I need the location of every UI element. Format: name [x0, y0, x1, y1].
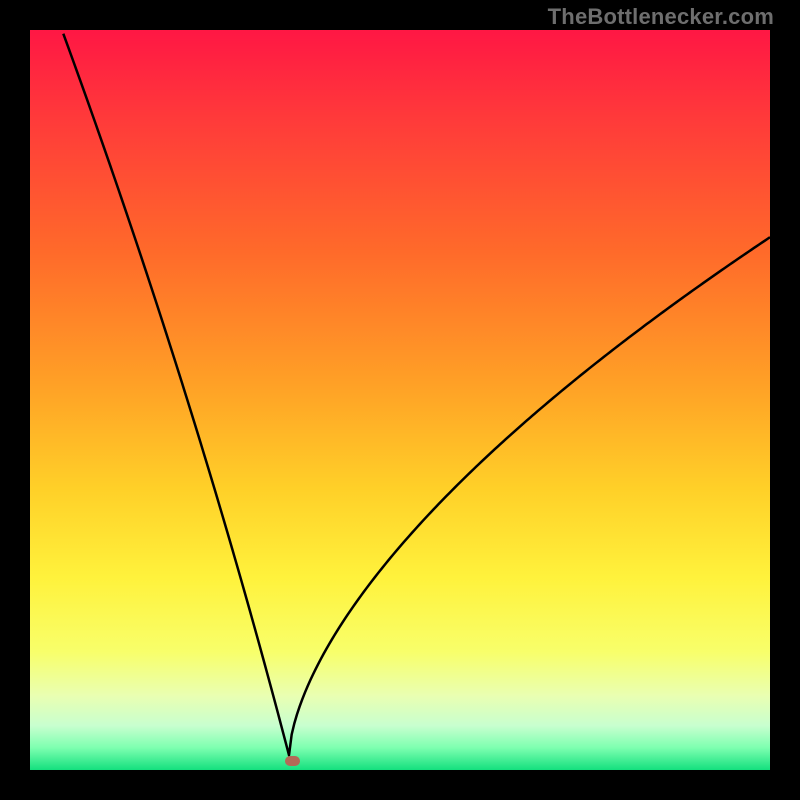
min-marker	[285, 756, 300, 766]
plot-area	[30, 30, 770, 770]
chart-container: TheBottlenecker.com	[0, 0, 800, 800]
watermark-text: TheBottlenecker.com	[548, 4, 774, 30]
